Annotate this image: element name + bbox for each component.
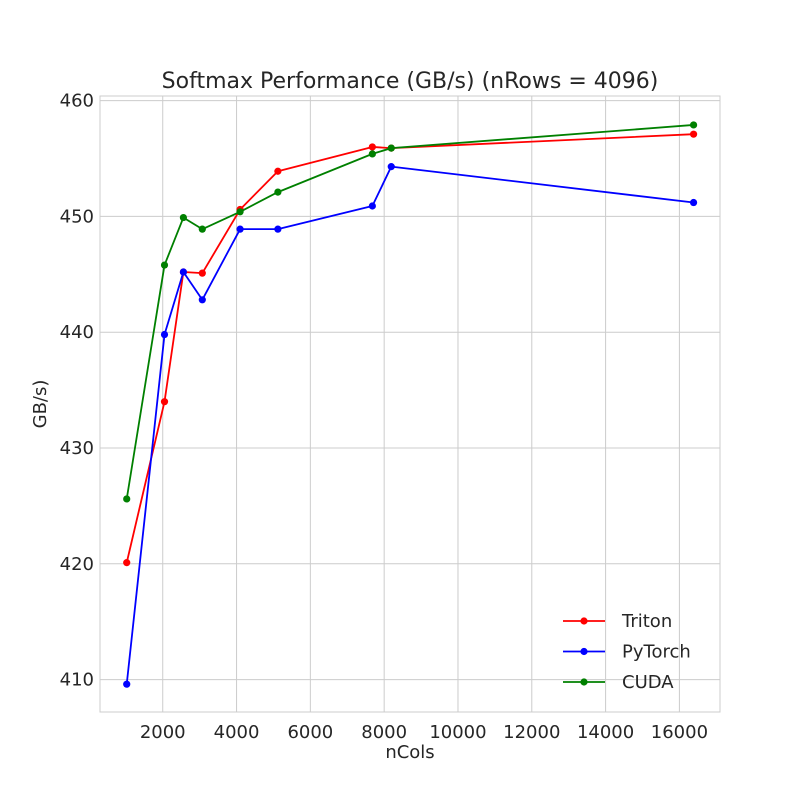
triton-point <box>689 130 698 138</box>
legend-item-pytorch: PyTorch <box>563 642 691 663</box>
legend-label-cuda: CUDA <box>622 672 674 693</box>
pytorch-point <box>689 198 698 207</box>
y-tick-label: 440 <box>60 322 94 343</box>
triton-point <box>274 167 282 175</box>
y-tick-label: 410 <box>60 670 94 691</box>
y-tick-label: 430 <box>60 438 94 459</box>
x-tick-label: 8000 <box>361 722 407 743</box>
legend-marker-triton <box>580 617 588 625</box>
cuda-point <box>387 144 395 152</box>
legend-marker-cuda <box>580 678 588 686</box>
legend: Triton PyTorch CUDA <box>563 611 691 693</box>
grid-lines <box>100 96 720 712</box>
x-tick-label: 10000 <box>429 722 486 743</box>
legend-item-cuda: CUDA <box>563 672 674 693</box>
chart-title: Softmax Performance (GB/s) (nRows = 4096… <box>162 69 659 94</box>
legend-item-triton: Triton <box>563 611 672 632</box>
legend-label-triton: Triton <box>621 611 672 632</box>
x-axis-label: nCols <box>385 742 434 763</box>
cuda-point <box>274 188 282 196</box>
x-tick-label: 4000 <box>214 722 260 743</box>
y-tick-label: 420 <box>60 554 94 575</box>
legend-marker-pytorch <box>580 647 588 656</box>
series-cuda <box>123 121 698 503</box>
plot-area-frame <box>99 95 721 713</box>
y-axis-ticks: 410 420 430 440 450 460 <box>60 91 94 691</box>
triton-point <box>123 559 131 567</box>
pytorch-point <box>274 225 282 233</box>
x-tick-label: 2000 <box>140 722 186 743</box>
cuda-point <box>179 213 188 222</box>
pytorch-point <box>368 202 376 210</box>
cuda-point <box>368 150 376 158</box>
pytorch-point <box>160 330 169 339</box>
triton-point <box>160 398 169 406</box>
y-tick-label: 450 <box>60 206 94 227</box>
cuda-point <box>198 225 206 233</box>
triton-point <box>368 143 376 151</box>
legend-label-pytorch: PyTorch <box>622 642 691 663</box>
series-layer <box>123 121 698 688</box>
pytorch-point <box>236 225 244 233</box>
x-tick-label: 16000 <box>651 722 708 743</box>
cuda-point <box>236 208 244 216</box>
y-tick-label: 460 <box>60 91 94 112</box>
cuda-point <box>160 261 169 269</box>
pytorch-point <box>198 296 206 304</box>
pytorch-point <box>123 680 131 688</box>
x-tick-label: 6000 <box>287 722 333 743</box>
pytorch-point <box>387 163 395 171</box>
cuda-point <box>123 495 131 503</box>
x-tick-label: 14000 <box>577 722 634 743</box>
x-tick-label: 12000 <box>503 722 560 743</box>
cuda-point <box>689 121 698 129</box>
x-axis-ticks: 2000 4000 6000 8000 10000 12000 14000 16000 <box>140 722 708 743</box>
triton-point <box>198 269 206 277</box>
series-pytorch <box>123 163 698 688</box>
pytorch-point <box>179 268 188 276</box>
y-axis-label: GB/s) <box>30 380 51 429</box>
